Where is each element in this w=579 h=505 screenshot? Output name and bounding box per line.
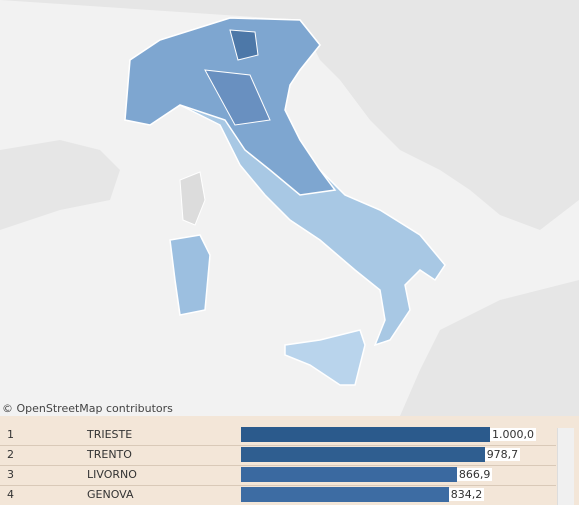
ranking-row[interactable]: 1 TRIESTE 1.000,0 <box>0 425 556 446</box>
city-name: LIVORNO <box>87 468 137 481</box>
region-dark[interactable] <box>229 29 259 61</box>
bar <box>241 427 490 442</box>
city-name: GENOVA <box>87 488 134 501</box>
sardinia[interactable] <box>169 234 211 316</box>
city-name: TRIESTE <box>87 428 133 441</box>
value-label: 978,7 <box>484 448 521 461</box>
value-label: 834,2 <box>448 488 485 501</box>
map <box>0 0 579 416</box>
rank: 2 <box>7 448 14 461</box>
map-attribution: © OpenStreetMap contributors <box>2 402 173 415</box>
bar <box>241 487 449 502</box>
corsica <box>179 171 206 226</box>
rank: 4 <box>7 488 14 501</box>
city-name: TRENTO <box>87 448 132 461</box>
rank: 1 <box>7 428 14 441</box>
ranking-row[interactable]: 2 TRENTO 978,7 <box>0 445 556 466</box>
value-label: 866,9 <box>456 468 493 481</box>
ranking-panel: 1 TRIESTE 1.000,0 2 TRENTO 978,7 3 LIVORNO 866,9… <box>0 416 579 505</box>
ranking-row[interactable]: 4 GENOVA 834,2 <box>0 485 556 505</box>
ranking-row[interactable]: 3 LIVORNO 866,9 <box>0 465 556 486</box>
bar <box>241 447 485 462</box>
region-mid[interactable] <box>204 69 271 126</box>
scrollbar[interactable] <box>557 428 574 505</box>
land <box>0 0 579 416</box>
bar <box>241 467 457 482</box>
sicily[interactable] <box>284 329 366 386</box>
value-label: 1.000,0 <box>490 428 536 441</box>
rank: 3 <box>7 468 14 481</box>
